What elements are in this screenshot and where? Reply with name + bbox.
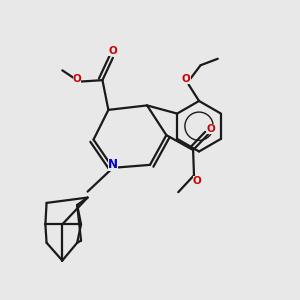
- Text: N: N: [108, 158, 118, 171]
- Text: O: O: [73, 74, 81, 84]
- Text: O: O: [109, 46, 117, 56]
- Text: O: O: [193, 176, 201, 186]
- Text: O: O: [182, 74, 190, 84]
- Text: O: O: [207, 124, 215, 134]
